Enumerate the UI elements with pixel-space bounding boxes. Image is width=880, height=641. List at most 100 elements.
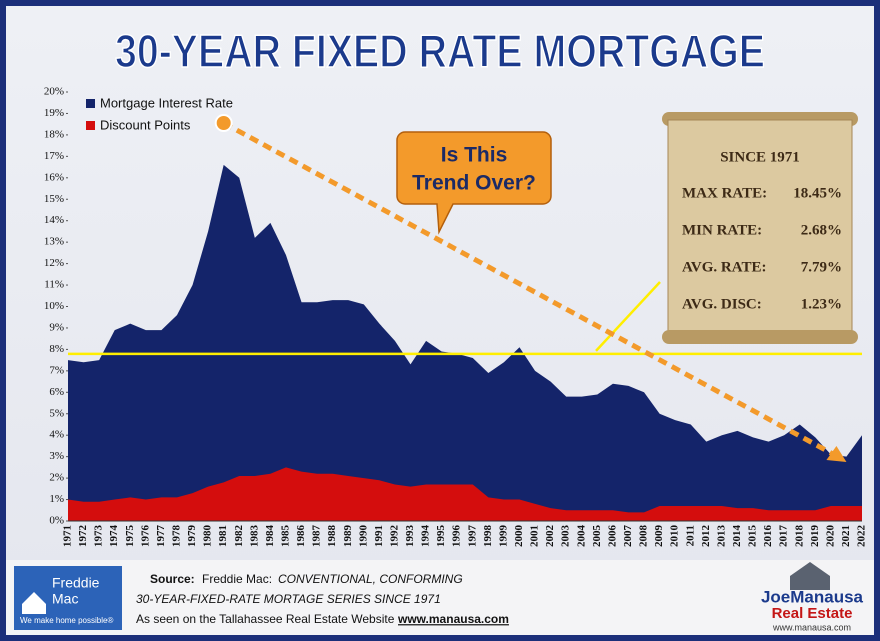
brand-sub: Real Estate	[772, 605, 853, 622]
x-tick-label: 1986	[295, 525, 307, 548]
x-tick-label: 1982	[233, 525, 245, 548]
x-tick-label: 1995	[435, 525, 447, 548]
x-tick-label: 2011	[684, 525, 696, 546]
stat-value: 18.45%	[793, 185, 842, 201]
y-tick-label: 0%	[49, 515, 64, 527]
y-tick-label: 17%	[44, 150, 64, 162]
x-tick-label: 2022	[856, 525, 868, 548]
x-tick-label: 1987	[311, 525, 323, 548]
brand-icon	[790, 562, 830, 590]
x-tick-label: 1972	[77, 525, 89, 548]
x-tick-label: 1984	[264, 525, 276, 548]
freddie-name: Mac	[52, 591, 78, 607]
freddie-icon	[22, 592, 46, 614]
y-tick-label: 3%	[49, 450, 64, 462]
stat-value: 7.79%	[801, 259, 842, 275]
area	[68, 467, 862, 521]
x-tick-label: 2019	[809, 525, 821, 548]
x-tick-label: 1975	[124, 525, 136, 548]
x-tick-label: 1976	[139, 525, 151, 548]
x-tick-label: 2007	[622, 525, 634, 548]
freddie-tagline: We make home possible®	[20, 616, 113, 625]
y-tick-label: 2%	[49, 472, 64, 484]
x-tick-label: 2009	[653, 525, 665, 548]
y-tick-label: 12%	[44, 257, 64, 269]
y-tick-label: 7%	[49, 364, 64, 376]
x-tick-label: 1985	[279, 525, 291, 548]
x-tick-label: 1988	[326, 525, 338, 548]
y-tick-label: 11%	[44, 279, 64, 291]
callout-bubble	[396, 131, 552, 235]
x-tick-label: 2010	[669, 525, 681, 548]
brand-name: JoeManausa	[761, 587, 864, 606]
trend-arrow	[222, 120, 840, 460]
website: www.manausa.com	[397, 612, 509, 626]
x-tick-label: 2000	[513, 525, 525, 548]
chart-title: 30-YEAR FIXED RATE MORTGAGE	[115, 25, 765, 77]
stat-label: MAX RATE:	[682, 185, 767, 201]
average-pointer	[595, 281, 661, 352]
x-tick-label: 2020	[824, 525, 836, 548]
stat-label: AVG. RATE:	[682, 259, 766, 275]
x-tick-label: 1992	[388, 525, 400, 548]
y-tick-label: 8%	[49, 343, 64, 355]
x-tick-label: 1996	[451, 525, 463, 548]
y-tick-label: 15%	[44, 193, 64, 205]
x-tick-label: 1978	[171, 525, 183, 548]
y-tick-label: 5%	[49, 407, 64, 419]
brand-url: www.manausa.com	[772, 622, 851, 632]
y-tick-label: 4%	[49, 429, 64, 441]
x-tick-label: 2013	[715, 525, 727, 548]
series-line: 30-YEAR-FIXED-RATE MORTAGE SERIES SINCE …	[136, 592, 441, 606]
source-label: Source:	[150, 572, 195, 586]
stat-label: MIN RATE:	[682, 222, 762, 238]
trend-arrowhead	[826, 446, 847, 462]
stat-value: 1.23%	[801, 296, 842, 312]
y-tick-label: 16%	[44, 171, 64, 183]
legend-label: Discount Points	[100, 117, 191, 132]
footer-band	[6, 560, 874, 635]
x-tick-label: 1990	[357, 525, 369, 548]
x-tick-label: 1998	[482, 525, 494, 548]
x-tick-label: 2008	[638, 525, 650, 548]
x-tick-label: 2021	[840, 525, 852, 547]
x-tick-label: 1983	[248, 525, 260, 548]
trend-start	[214, 114, 233, 132]
y-tick-label: 6%	[49, 386, 64, 398]
legend-swatch	[86, 99, 95, 108]
legend-swatch	[86, 121, 95, 130]
x-tick-label: 2004	[575, 525, 587, 548]
y-tick-label: 9%	[49, 321, 64, 333]
y-tick-label: 18%	[44, 128, 64, 140]
freddie-name: Freddie	[52, 575, 100, 591]
x-tick-label: 1997	[466, 525, 478, 548]
x-tick-label: 2001	[529, 525, 541, 547]
legend-label: Mortgage Interest Rate	[100, 95, 233, 110]
y-tick-label: 20%	[44, 86, 64, 98]
scroll-heading: SINCE 1971	[720, 149, 800, 165]
source: Freddie Mac:	[202, 572, 272, 586]
scroll	[667, 119, 853, 337]
x-tick-label: 1999	[497, 525, 509, 548]
scroll-roll	[662, 330, 858, 344]
source-detail: CONVENTIONAL, CONFORMING	[278, 572, 463, 586]
stat-label: AVG. DISC:	[682, 296, 762, 312]
seen-on: As seen on the Tallahassee Real Estate W…	[136, 612, 395, 626]
x-tick-label: 1991	[373, 525, 385, 547]
x-tick-label: 2014	[731, 525, 743, 548]
x-tick-label: 2005	[591, 525, 603, 548]
x-tick-label: 2018	[793, 525, 805, 548]
x-tick-label: 2012	[700, 525, 712, 548]
y-tick-label: 13%	[44, 236, 64, 248]
x-tick-label: 1977	[155, 525, 167, 548]
x-tick-label: 2006	[606, 525, 618, 548]
x-tick-label: 2015	[747, 525, 759, 548]
x-tick-label: 1989	[342, 525, 354, 548]
x-tick-label: 1993	[404, 525, 416, 548]
y-tick-label: 14%	[44, 214, 64, 226]
x-tick-label: 1971	[62, 525, 74, 547]
x-tick-label: 1994	[420, 525, 432, 548]
area	[68, 164, 862, 521]
callout-text: Is This	[441, 144, 508, 167]
x-tick-label: 1981	[217, 525, 229, 547]
